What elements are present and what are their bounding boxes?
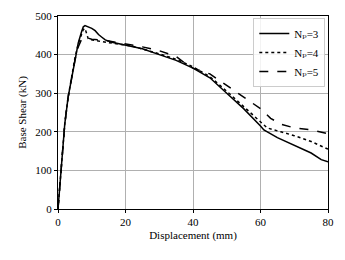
svg-text:Displacement (mm): Displacement (mm) <box>149 229 237 242</box>
svg-text:80: 80 <box>323 216 335 228</box>
svg-text:Nₚ=3: Nₚ=3 <box>294 28 319 40</box>
svg-text:Base Shear (kN): Base Shear (kN) <box>16 76 29 149</box>
svg-text:0: 0 <box>55 216 61 228</box>
svg-text:60: 60 <box>255 216 267 228</box>
svg-text:400: 400 <box>35 48 52 60</box>
svg-text:300: 300 <box>35 87 52 99</box>
svg-text:100: 100 <box>35 164 52 176</box>
svg-text:500: 500 <box>35 10 52 22</box>
svg-text:20: 20 <box>120 216 132 228</box>
svg-text:Nₚ=4: Nₚ=4 <box>294 47 319 59</box>
svg-text:40: 40 <box>188 216 200 228</box>
svg-text:0: 0 <box>46 203 52 215</box>
svg-text:200: 200 <box>35 126 52 138</box>
svg-text:Nₚ=5: Nₚ=5 <box>294 66 319 78</box>
